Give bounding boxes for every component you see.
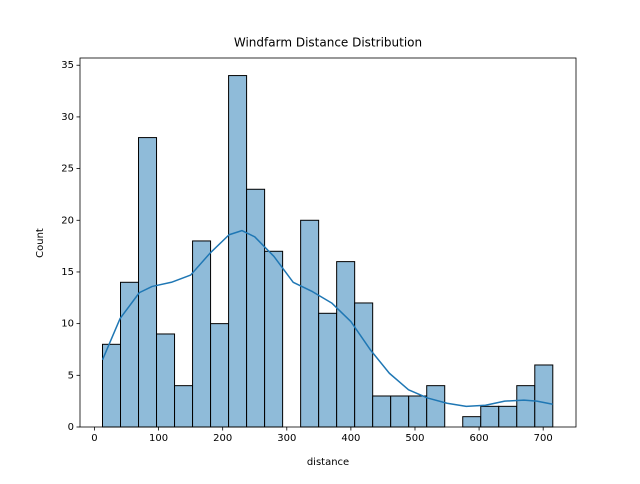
kde-line xyxy=(101,229,553,408)
bar xyxy=(354,302,374,428)
y-tick-label: 20 xyxy=(61,215,74,226)
y-tick-label: 35 xyxy=(61,60,74,71)
bar xyxy=(228,75,248,428)
bar xyxy=(300,219,320,428)
x-tick-label: 300 xyxy=(277,433,296,444)
y-tick-label: 5 xyxy=(68,370,74,381)
x-tick-label: 100 xyxy=(149,433,168,444)
bar xyxy=(246,188,266,428)
bar xyxy=(174,385,194,428)
y-tick-label: 15 xyxy=(61,267,74,278)
y-tick-label: 25 xyxy=(61,164,74,175)
x-axis-label: distance xyxy=(307,457,349,468)
x-tick-label: 500 xyxy=(405,433,424,444)
bar xyxy=(516,385,536,428)
bar xyxy=(462,416,482,428)
bar xyxy=(264,250,284,428)
bar xyxy=(101,343,122,428)
bar xyxy=(138,137,158,428)
x-tick-label: 200 xyxy=(213,433,232,444)
x-tick-label: 600 xyxy=(470,433,489,444)
bar xyxy=(390,395,410,428)
bar xyxy=(120,281,140,428)
y-axis-label: Count xyxy=(35,228,46,258)
y-tick-label: 30 xyxy=(61,112,74,123)
bar xyxy=(318,312,338,428)
x-tick-label: 700 xyxy=(534,433,553,444)
bar xyxy=(210,323,230,428)
bar xyxy=(498,405,518,428)
bar xyxy=(156,333,176,428)
bar xyxy=(480,405,500,428)
y-tick-label: 10 xyxy=(61,319,74,330)
x-tick-label: 400 xyxy=(341,433,360,444)
x-tick-label: 0 xyxy=(91,433,97,444)
plot-frame xyxy=(79,57,577,428)
bar xyxy=(534,364,554,428)
bar xyxy=(426,385,446,428)
bar xyxy=(336,261,356,428)
chart-title: Windfarm Distance Distribution xyxy=(234,36,422,50)
bar xyxy=(408,395,428,428)
y-tick-label: 0 xyxy=(68,422,74,433)
bar xyxy=(372,395,392,428)
